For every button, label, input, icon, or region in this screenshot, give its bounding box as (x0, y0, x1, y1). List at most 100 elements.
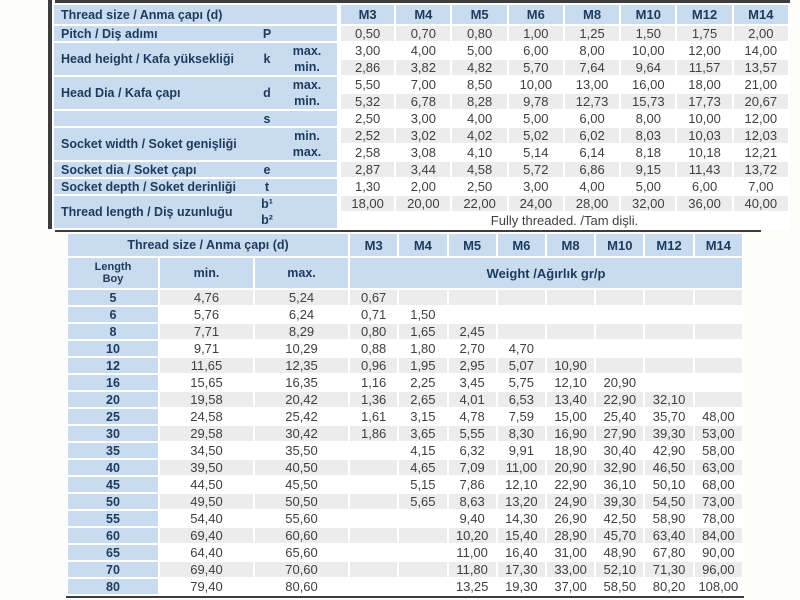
spec-row-head-dia-max: Head Dia / Kafa çapı d max. min. 5,50 7,0… (51, 75, 791, 111)
length-cell: 25 (66, 407, 160, 426)
min-label: min. (294, 94, 320, 108)
weight-cell: 0,67 (348, 288, 400, 307)
weight-cell (643, 322, 695, 341)
weight-cell: 1,16 (348, 373, 400, 392)
head-height-max-cell: 3,00 (338, 41, 397, 60)
weight-cell: 2,95 (446, 356, 498, 375)
max-cell: 8,29 (252, 322, 351, 341)
weight-cell: 7,86 (446, 475, 498, 494)
weight-cell: 2,70 (446, 339, 498, 358)
spec-row-socket-dia: Socket dia / Soket çapı e 2,87 3,44 4,58 5,… (51, 160, 791, 179)
weight-cell (594, 322, 646, 341)
weight-cell: 42,50 (594, 509, 646, 528)
weight-cell: 7,59 (495, 407, 547, 426)
socket-width-max-cell: 4,10 (450, 143, 509, 162)
pitch-value-cell: 1,25 (562, 24, 622, 43)
spec-row-s: s 2,50 3,00 4,00 5,00 6,00 8,00 10,00 12,00 (51, 109, 791, 128)
pitch-symbol: P (262, 26, 272, 41)
length-header-en: Length (94, 261, 132, 273)
socket-dia-value-cell: 4,58 (450, 160, 509, 179)
weight-cell (397, 288, 449, 307)
max-cell: 50,50 (252, 492, 351, 511)
s-value-cell: 3,00 (394, 109, 453, 128)
weight-row-8: 8 7,71 8,29 0,80 1,65 2,45 (66, 322, 745, 341)
socket-width-min-cell: 10,03 (675, 126, 734, 145)
spec-row-socket-width-min: Socket width / Soket genişliği min. max.… (51, 126, 791, 162)
max-cell: 20,42 (252, 390, 351, 409)
head-dia-min-cell: 9,78 (506, 92, 565, 111)
weight-cell: 39,30 (643, 424, 695, 443)
weight-cell (594, 356, 646, 375)
pitch-label: Pitch / Diş adımı (61, 26, 158, 41)
head-dia-min-cell: 8,28 (450, 92, 509, 111)
spec-header-row: Thread size / Anma çapı (d) M3 M4 M5 M6 M8 M1… (51, 3, 791, 26)
weight-cell: 78,00 (692, 509, 745, 528)
weight-cell: 17,30 (495, 560, 547, 579)
socket-width-label: Socket width / Soket genişliği (61, 137, 237, 151)
weight-cell: 48,00 (692, 407, 745, 426)
weight-cell: 63,40 (643, 526, 695, 545)
weight-header-row: Thread size / Anma çapı (d) M3 M4 M5 M6 M8 M1… (65, 232, 745, 258)
max-cell: 40,50 (252, 458, 351, 477)
length-cell: 35 (66, 441, 160, 460)
head-dia-minmax: max. min. (284, 78, 330, 108)
weight-cell: 42,90 (643, 441, 695, 460)
weight-cell: 2,45 (446, 322, 498, 341)
thread-size-header-cell: M14 (731, 3, 791, 26)
length-header: Length Boy (69, 261, 157, 285)
weight-cell (594, 305, 646, 324)
max-label: max. (292, 44, 322, 58)
min-cell: 19,58 (158, 390, 255, 409)
head-dia-min-cell: 15,73 (619, 92, 678, 111)
weight-cell (692, 322, 745, 341)
socket-depth-value-cell: 1,30 (338, 177, 397, 196)
s-value-cell: 8,00 (619, 109, 678, 128)
spec-row-head-dia-min: 5,32 6,78 8,28 9,78 12,73 15,73 17,73 20,67 (53, 92, 791, 111)
thread-size-header-cell: M12 (675, 3, 734, 26)
length-cell: 8 (66, 322, 160, 341)
head-height-label-cell: Head height / Kafa yüksekliği k max. min… (51, 41, 342, 77)
max-cell: 55,60 (252, 509, 351, 528)
socket-dia-value-cell: 5,72 (506, 160, 565, 179)
min-cell: 29,58 (158, 424, 255, 443)
socket-width-label-cell: Socket width / Soket genişliği min. max. (51, 126, 342, 162)
weight-cell (348, 526, 400, 545)
weight-cell: 24,90 (544, 492, 597, 511)
head-dia-min-cell: 6,78 (394, 92, 453, 111)
spec-title-cell: Thread size / Anma çapı (d) (51, 3, 342, 26)
weight-row-40: 40 39,50 40,50 4,65 7,09 11,00 20,90 32,90 46,50… (66, 458, 745, 477)
length-cell: 5 (66, 288, 160, 307)
max-cell: 25,42 (252, 407, 351, 426)
weight-cell (643, 373, 695, 392)
head-dia-max-cell: 18,00 (675, 75, 734, 94)
weight-row-30: 30 29,58 30,42 1,86 3,65 5,55 8,30 16,90 27,90 39… (66, 424, 745, 443)
weight-cell (692, 356, 745, 375)
weight-cell: 5,75 (495, 373, 547, 392)
head-height-min-cell: 4,82 (450, 58, 509, 77)
head-dia-label-cell: Head Dia / Kafa çapı d max. min. (51, 75, 342, 111)
length-cell: 6 (66, 305, 160, 324)
min-cell: 24,58 (158, 407, 255, 426)
weight-cell (643, 356, 695, 375)
thread-length-b1-cell: 22,00 (450, 194, 509, 213)
weight-cell (643, 339, 695, 358)
weight-cell (495, 288, 547, 307)
thread-size-header-cell: M5 (450, 3, 509, 26)
weight-cell: 67,80 (643, 543, 695, 562)
weight-cell: 54,50 (643, 492, 695, 511)
weight-cell: 5,15 (397, 475, 449, 494)
weight-cell: 68,00 (692, 475, 745, 494)
thread-length-b1-cell: 20,00 (394, 194, 453, 213)
weight-row-55: 55 54,40 55,60 9,40 14,30 26,90 42,50 58,90 78,0… (66, 509, 745, 528)
max-cell: 70,60 (252, 560, 351, 579)
min-cell: 4,76 (158, 288, 255, 307)
max-cell: 60,60 (252, 526, 351, 545)
weight-cell: 10,20 (446, 526, 498, 545)
socket-width-min-cell: 8,03 (619, 126, 678, 145)
weight-cell (692, 339, 745, 358)
thread-size-header-cell: M8 (544, 232, 597, 258)
length-cell: 12 (66, 356, 160, 375)
thread-size-header-cell: M10 (594, 232, 646, 258)
socket-width-max-cell: 2,58 (338, 143, 397, 162)
weight-cell: 15,00 (544, 407, 597, 426)
